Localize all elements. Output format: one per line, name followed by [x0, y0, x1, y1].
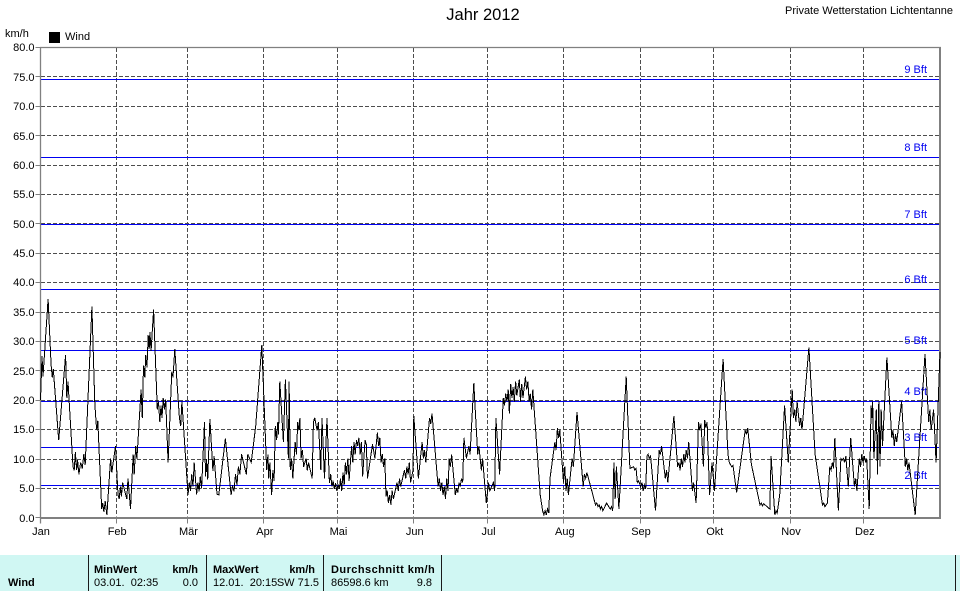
svg-text:7 Bft: 7 Bft	[904, 209, 927, 221]
svg-text:9 Bft: 9 Bft	[904, 64, 927, 76]
svg-text:6 Bft: 6 Bft	[904, 274, 927, 286]
svg-text:3 Bft: 3 Bft	[904, 432, 927, 444]
svg-text:4 Bft: 4 Bft	[904, 386, 927, 398]
svg-text:2 Bft: 2 Bft	[904, 470, 927, 482]
svg-text:5 Bft: 5 Bft	[904, 335, 927, 347]
svg-text:8 Bft: 8 Bft	[904, 142, 927, 154]
